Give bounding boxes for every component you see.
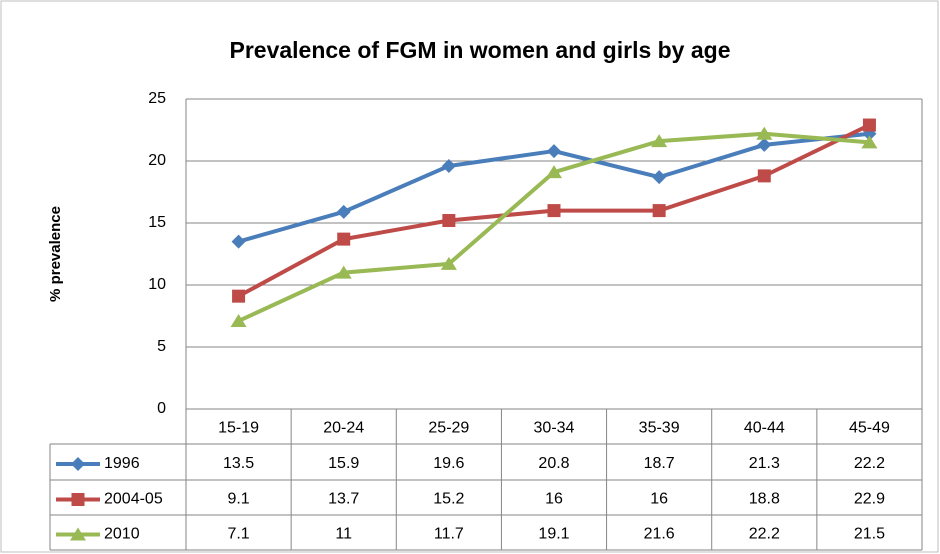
x-tick-label: 45-49	[849, 420, 890, 437]
table-value: 22.2	[749, 526, 780, 543]
marker	[757, 169, 771, 183]
marker	[861, 135, 878, 149]
marker	[652, 170, 667, 185]
x-tick-label: 40-44	[744, 420, 785, 437]
y-tick-label: 20	[148, 152, 166, 169]
table-value: 21.3	[749, 455, 780, 472]
table-value: 22.9	[854, 491, 885, 508]
marker	[232, 289, 246, 303]
legend-marker	[71, 493, 85, 506]
table-value: 16	[545, 491, 563, 508]
table-value: 19.1	[538, 526, 569, 543]
marker	[547, 204, 561, 218]
table-value: 15.9	[328, 455, 359, 472]
y-axis-title: % prevalence	[47, 206, 64, 302]
table-value: 19.6	[433, 455, 464, 472]
table-value: 18.8	[749, 491, 780, 508]
x-tick-label: 20-24	[323, 420, 364, 437]
y-tick-label: 10	[148, 276, 166, 293]
table-value: 18.7	[644, 455, 675, 472]
marker	[230, 313, 247, 327]
y-tick-label: 5	[157, 338, 166, 355]
table-value: 11	[335, 526, 352, 543]
legend-marker	[71, 457, 85, 471]
chart-title: Prevalence of FGM in women and girls by …	[229, 37, 730, 63]
marker	[441, 158, 456, 173]
table-value: 20.8	[538, 455, 569, 472]
y-tick-label: 15	[148, 214, 166, 231]
legend-label: 1996	[104, 455, 140, 472]
marker	[231, 234, 246, 249]
marker	[335, 265, 352, 279]
legend-label: 2004-05	[104, 491, 163, 508]
marker	[336, 204, 351, 219]
x-tick-label: 15-19	[218, 420, 259, 437]
table-value: 15.2	[433, 491, 464, 508]
marker	[652, 204, 666, 218]
table-value: 13.5	[223, 455, 254, 472]
x-tick-label: 30-34	[534, 420, 575, 437]
y-tick-label: 0	[157, 400, 166, 417]
marker	[651, 134, 668, 148]
table-value: 7.1	[227, 526, 249, 543]
table-value: 16	[650, 491, 668, 508]
marker	[547, 144, 561, 159]
table-value: 22.2	[854, 455, 885, 472]
legend-marker	[70, 527, 86, 541]
marker	[757, 137, 772, 152]
legend-label: 2010	[104, 526, 140, 543]
marker	[546, 165, 562, 179]
table-value: 13.7	[328, 491, 359, 508]
marker	[756, 126, 773, 140]
marker	[862, 118, 876, 132]
marker	[442, 214, 456, 228]
y-tick-label: 25	[148, 90, 166, 107]
x-tick-label: 25-29	[428, 420, 469, 437]
marker	[440, 256, 457, 270]
marker	[337, 232, 351, 246]
table-value: 11.7	[434, 526, 464, 543]
table-value: 9.1	[227, 491, 249, 508]
table-value: 21.6	[644, 526, 675, 543]
table-value: 21.5	[854, 526, 885, 543]
x-tick-label: 35-39	[639, 420, 680, 437]
